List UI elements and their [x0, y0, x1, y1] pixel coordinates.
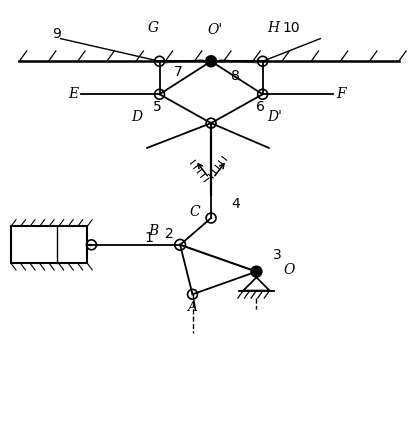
Text: 1: 1	[145, 231, 154, 245]
Text: 9: 9	[52, 27, 61, 41]
Text: 8: 8	[232, 69, 240, 83]
Text: 10: 10	[283, 21, 300, 35]
Text: 7: 7	[174, 65, 182, 78]
Text: G: G	[148, 21, 159, 35]
Text: 5: 5	[153, 100, 162, 114]
Bar	[11, 226, 87, 263]
Text: 2: 2	[166, 227, 174, 241]
Text: H: H	[267, 21, 279, 35]
Text: 3: 3	[273, 248, 281, 262]
Text: F: F	[336, 87, 346, 101]
Text: O': O'	[208, 24, 223, 37]
Text: C: C	[189, 205, 200, 219]
Text: A: A	[188, 300, 197, 313]
Text: 4: 4	[232, 197, 240, 211]
Bar	[11, 226, 87, 263]
Circle shape	[206, 56, 217, 67]
Text: D': D'	[268, 110, 283, 124]
Circle shape	[251, 266, 262, 277]
Text: O: O	[284, 262, 295, 276]
Text: D: D	[131, 110, 143, 124]
Text: B: B	[148, 224, 158, 238]
Text: E: E	[68, 87, 78, 101]
Text: 6: 6	[256, 100, 265, 114]
